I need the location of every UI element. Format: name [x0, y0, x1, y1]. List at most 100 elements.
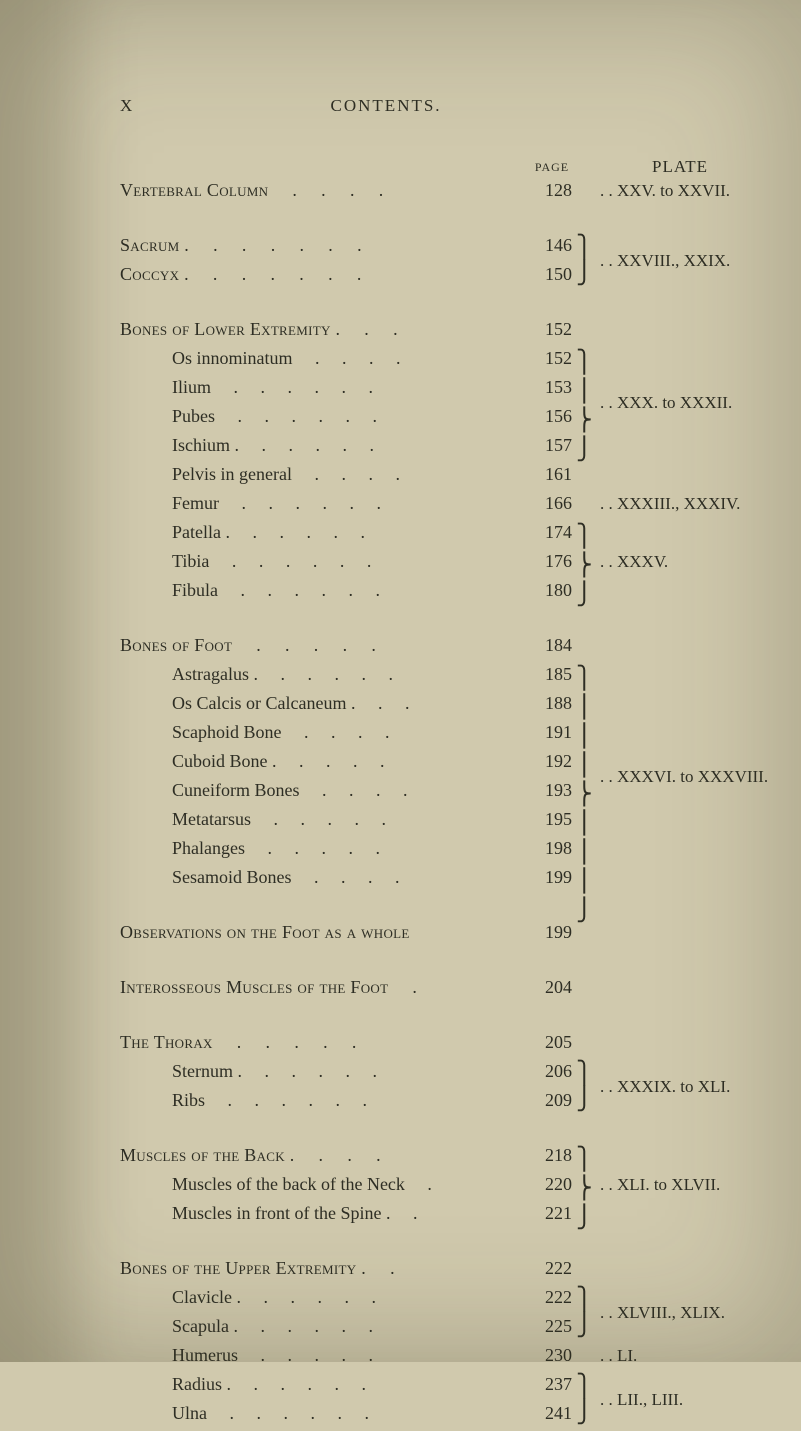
entry-name: Fibula . . . . . . — [172, 576, 385, 605]
entry-name: Phalanges . . . . . — [172, 834, 384, 863]
entry-page: 146 — [532, 231, 572, 260]
toc-row: Pubes . . . . . . 156. . XXX. to XXXII. — [120, 402, 741, 431]
toc-row: Bones of Lower Extremity . . . 152 — [120, 315, 741, 344]
column-heads: PAGE PLATE — [120, 158, 741, 176]
entry-page: 153 — [532, 373, 572, 402]
entry-plate: . . XXXIII., XXXIV. — [600, 489, 740, 518]
entry-page: 191 — [532, 718, 572, 747]
entry-page: 225 — [532, 1312, 572, 1341]
entry-page: 185 — [532, 660, 572, 689]
contents-heading: CONTENTS. — [331, 96, 442, 116]
toc-row: Muscles of the back of the Neck . 220. .… — [120, 1170, 741, 1199]
entry-page: 230 — [532, 1341, 572, 1370]
entry-page: 174 — [532, 518, 572, 547]
entry-name: Tibia . . . . . . — [172, 547, 376, 576]
entry-page: 157 — [532, 431, 572, 460]
entry-page: 156 — [532, 402, 572, 431]
running-head: X CONTENTS. — [120, 96, 741, 116]
entry-name: Sesamoid Bones . . . . — [172, 863, 404, 892]
entry-name: Pubes . . . . . . — [172, 402, 382, 431]
toc-row: Coccyx . . . . . . . 150. . XXVIII., XXI… — [120, 260, 741, 289]
toc-row: Tibia . . . . . . 176 . . XXXV. — [120, 547, 741, 576]
entry-page: 198 — [532, 834, 572, 863]
entry-page: 152 — [532, 315, 572, 344]
toc-row: Phalanges . . . . . 198 — [120, 834, 741, 863]
entry-name: Scapula . . . . . . — [172, 1312, 377, 1341]
entry-page: 150 — [532, 260, 572, 289]
toc-row: Astragalus . . . . . . 185⎫ ⎪ ⎪ ⎪ ⎬ ⎪ ⎪ … — [120, 660, 741, 689]
entry-page: 209 — [532, 1086, 572, 1115]
entry-name: Bones of the Upper Extremity . . — [120, 1254, 400, 1283]
entry-page: 222 — [532, 1254, 572, 1283]
entry-name: Sternum . . . . . . — [172, 1057, 382, 1086]
toc-row: Sesamoid Bones . . . . 199 — [120, 863, 741, 892]
entry-name: Humerus . . . . . — [172, 1341, 378, 1370]
entry-page: 205 — [532, 1028, 572, 1057]
toc-row: Observations on the Foot as a whole199 — [120, 918, 741, 947]
entry-name: Scaphoid Bone . . . . — [172, 718, 394, 747]
entry-page: 206 — [532, 1057, 572, 1086]
entry-plate: . . XXV. to XXVII. — [600, 176, 730, 205]
toc-row: Femur . . . . . . 166 . . XXXIII., XXXIV. — [120, 489, 741, 518]
toc-row: Cuneiform Bones . . . . 193. . XXXVI. to… — [120, 776, 741, 805]
toc-row: Ulna . . . . . . 241. . LII., LIII. — [120, 1399, 741, 1428]
toc-row: Fibula . . . . . . 180 — [120, 576, 741, 605]
entry-plate: . . XXXV. — [600, 547, 668, 576]
entry-page: 241 — [532, 1399, 572, 1428]
entry-name: Femur . . . . . . — [172, 489, 386, 518]
entry-page: 128 — [532, 176, 572, 205]
entry-page: 152 — [532, 344, 572, 373]
toc-row: Humerus . . . . . 230. . LI. — [120, 1341, 741, 1370]
entry-page: 221 — [532, 1199, 572, 1228]
entry-name: Bones of Foot . . . . . — [120, 631, 381, 660]
entry-name: Bones of Lower Extremity . . . — [120, 315, 403, 344]
entry-page: 188 — [532, 689, 572, 718]
entry-name: Os Calcis or Calcaneum . . . — [172, 689, 414, 718]
entry-plate: . . XLI. to XLVII. — [600, 1170, 720, 1199]
entry-page: 195 — [532, 805, 572, 834]
toc-row: Bones of the Upper Extremity . . 222 — [120, 1254, 741, 1283]
entry-name: Astragalus . . . . . . — [172, 660, 397, 689]
entry-plate: . . XLVIII., XLIX. — [600, 1298, 725, 1327]
entry-name: Metatarsus . . . . . — [172, 805, 390, 834]
entry-page: 180 — [532, 576, 572, 605]
toc-row: Bones of Foot . . . . . 184 — [120, 631, 741, 660]
entry-page: 193 — [532, 776, 572, 805]
entry-name: Pelvis in general . . . . — [172, 460, 404, 489]
col-head-page: PAGE — [532, 158, 572, 176]
entry-page: 166 — [532, 489, 572, 518]
entry-name: Ischium . . . . . . — [172, 431, 379, 460]
toc-row: Interosseous Muscles of the Foot . 204 — [120, 973, 741, 1002]
col-head-plate: PLATE — [652, 158, 708, 176]
entry-page: 161 — [532, 460, 572, 489]
entry-page: 176 — [532, 547, 572, 576]
entry-name: Radius . . . . . . — [172, 1370, 371, 1399]
entry-name: Cuboid Bone . . . . . — [172, 747, 389, 776]
entry-plate: . . XXXIX. to XLI. — [600, 1072, 730, 1101]
toc-row: Muscles of the Back . . . . 218⎫ ⎬ ⎭ — [120, 1141, 741, 1170]
entry-name: Muscles of the back of the Neck . — [172, 1170, 436, 1199]
entry-name: Clavicle . . . . . . — [172, 1283, 380, 1312]
entry-name: Ilium . . . . . . — [172, 373, 378, 402]
toc-row: Muscles in front of the Spine . . 221 — [120, 1199, 741, 1228]
entry-page: 218 — [532, 1141, 572, 1170]
entry-page: 199 — [532, 918, 572, 947]
entry-name: The Thorax . . . . . — [120, 1028, 362, 1057]
toc-row: Vertebral Column . . . . 128. . XXV. to … — [120, 176, 741, 205]
entry-name: Os innominatum . . . . — [172, 344, 405, 373]
entry-page: 222 — [532, 1283, 572, 1312]
toc-row: Metatarsus . . . . . 195 — [120, 805, 741, 834]
toc-row: The Thorax . . . . . 205 — [120, 1028, 741, 1057]
toc-row: Ribs . . . . . . 209. . XXXIX. to XLI. — [120, 1086, 741, 1115]
contents-body: Vertebral Column . . . . 128. . XXV. to … — [120, 176, 741, 1428]
entry-name: Coccyx . . . . . . . — [120, 260, 367, 289]
toc-row: Ischium . . . . . . 157 — [120, 431, 741, 460]
toc-row: Os innominatum . . . . 152⎫ ⎪ ⎬ ⎭ — [120, 344, 741, 373]
entry-name: Patella . . . . . . — [172, 518, 369, 547]
entry-page: 184 — [532, 631, 572, 660]
toc-row: Patella . . . . . . 174⎫ ⎬ ⎭ — [120, 518, 741, 547]
toc-row: Scapula . . . . . . 225. . XLVIII., XLIX… — [120, 1312, 741, 1341]
entry-page: 199 — [532, 863, 572, 892]
entry-page: 192 — [532, 747, 572, 776]
toc-row: Os Calcis or Calcaneum . . . 188 — [120, 689, 741, 718]
